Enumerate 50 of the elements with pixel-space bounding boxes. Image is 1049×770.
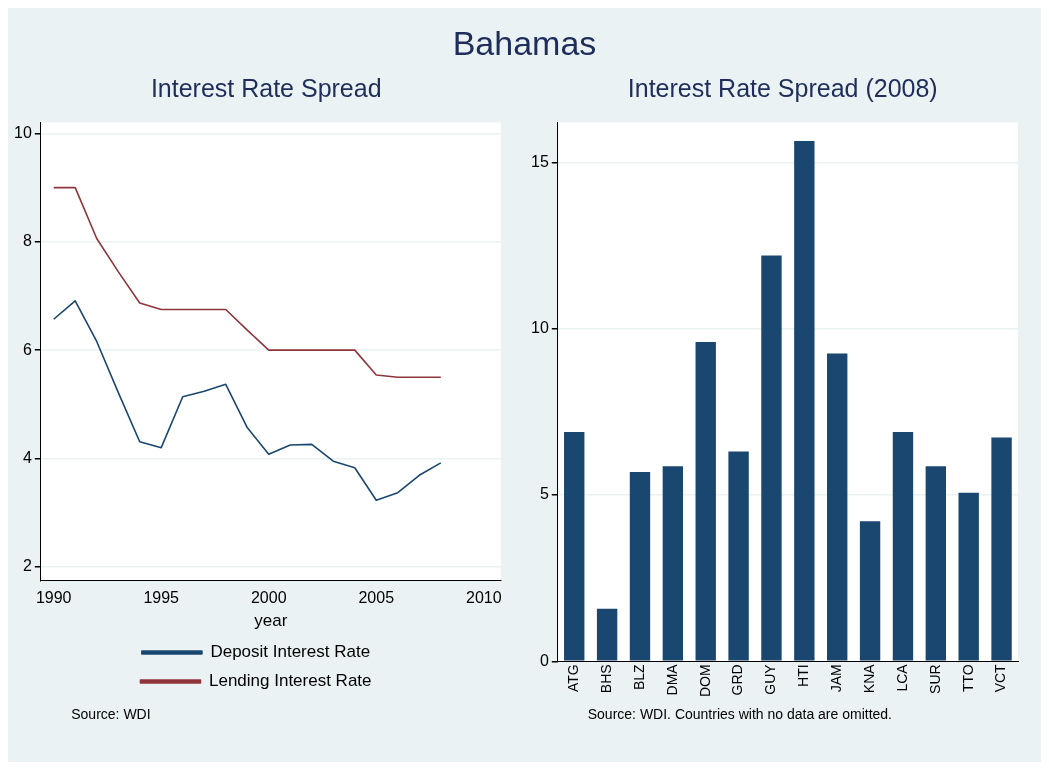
bar [596, 608, 618, 661]
y-tick-label: 6 [23, 340, 33, 358]
legend-label: Lending Interest Rate [209, 671, 372, 691]
source-note: Source: WDI [70, 706, 152, 722]
bar [925, 466, 946, 661]
y-tick-label: 15 [530, 152, 549, 170]
bar [761, 255, 782, 661]
bar [695, 342, 716, 661]
y-tick-label: 2 [23, 557, 33, 575]
x-tick-label: 2010 [466, 589, 502, 607]
bar [991, 437, 1012, 661]
x-tick-label: VCT [992, 663, 1009, 693]
x-tick-label: GUY [762, 663, 779, 695]
x-tick-label: 1990 [36, 589, 72, 607]
bar [793, 140, 815, 661]
bar [826, 353, 848, 661]
x-tick-label: 2000 [251, 589, 287, 607]
bar [662, 466, 683, 661]
bar [563, 431, 585, 661]
y-tick-label: 10 [530, 319, 549, 337]
source-note: Source: WDI. Countries with no data are omitted. [586, 706, 893, 722]
y-tick-label: 10 [14, 123, 33, 141]
x-tick-label: KNA [860, 663, 877, 694]
bar [728, 451, 749, 661]
chart-title: Interest Rate Spread (2008) [626, 74, 939, 104]
x-tick-label: TTO [959, 664, 976, 693]
bar [892, 431, 913, 661]
x-tick-label: BLZ [630, 663, 647, 691]
y-tick-label: 4 [23, 448, 33, 466]
y-tick-label: 0 [539, 651, 549, 669]
y-tick-label: 5 [539, 485, 549, 503]
x-tick-label: SUR [926, 664, 943, 694]
bar [629, 472, 650, 661]
legend-label: Deposit Interest Rate [210, 642, 371, 662]
bar [859, 521, 881, 661]
x-tick-label: DOM [696, 664, 713, 698]
x-tick-label: HTI [794, 664, 811, 687]
x-tick-label: LCA [893, 663, 910, 692]
x-tick-label: GRD [729, 664, 746, 696]
x-tick-label: 2005 [358, 589, 395, 607]
x-tick-label: JAM [827, 664, 844, 693]
chart-subtitle: Interest Rate Spread [149, 74, 383, 104]
chart-title: Bahamas [451, 24, 598, 64]
x-tick-label: ATG [564, 664, 581, 693]
x-axis-title: year [254, 611, 289, 631]
x-tick-label: DMA [663, 663, 680, 696]
y-tick-label: 8 [23, 232, 33, 250]
x-tick-label: 1995 [143, 589, 180, 607]
x-tick-label: BHS [597, 664, 614, 694]
bar [958, 492, 979, 661]
